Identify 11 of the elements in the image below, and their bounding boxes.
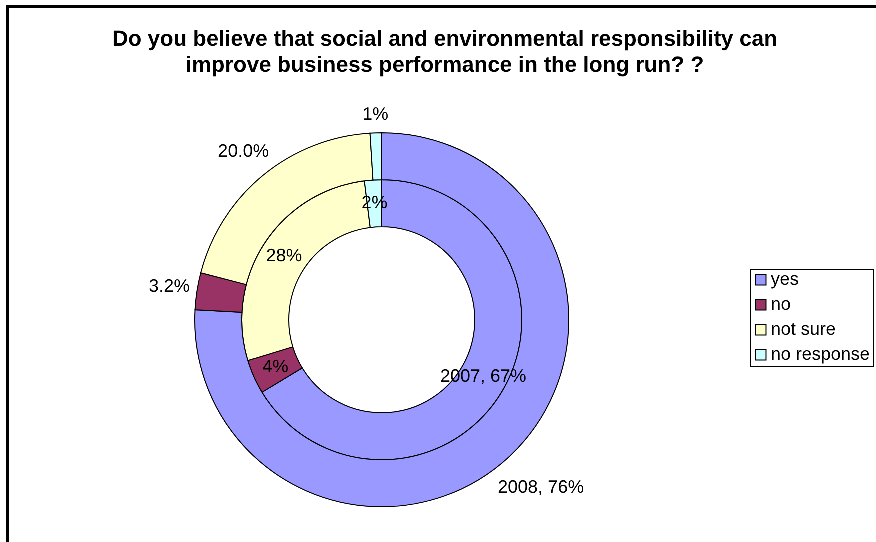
data-label: 2008, 76%: [498, 476, 584, 497]
data-label: 1%: [362, 104, 389, 124]
legend-label: no response: [771, 344, 870, 364]
chart-title: Do you believe that social and environmental responsibility can improve business performance in the long run? ?: [112, 26, 778, 77]
data-label: 20.0%: [218, 141, 270, 162]
data-label: 3.2%: [149, 276, 190, 296]
data-label: 28%: [266, 246, 302, 266]
legend-label: not sure: [771, 319, 836, 339]
legend-label: no: [771, 294, 792, 314]
legend-label: yes: [771, 269, 800, 289]
data-label: 4%: [262, 356, 289, 376]
